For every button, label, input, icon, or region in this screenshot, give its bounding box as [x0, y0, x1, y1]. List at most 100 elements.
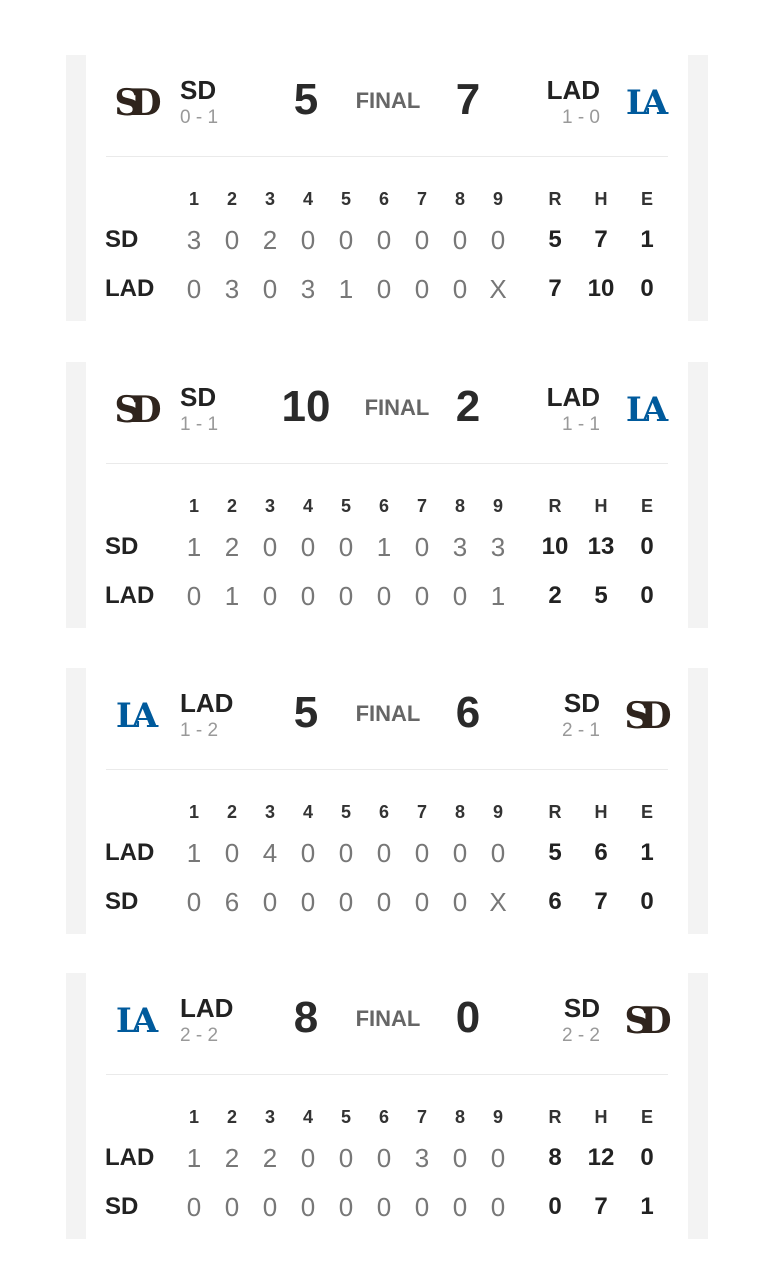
- inning-runs: 1: [490, 581, 506, 611]
- inning-runs: 2: [262, 1143, 278, 1173]
- inning-runs: 1: [186, 532, 202, 562]
- inning-runs: 3: [186, 225, 202, 255]
- line-total: 6: [548, 888, 562, 915]
- line-total: 1: [640, 839, 654, 866]
- inning-header: 8: [454, 1107, 465, 1127]
- inning-runs: 6: [224, 887, 240, 917]
- inning-runs: 0: [452, 887, 468, 917]
- inning-runs: 0: [490, 1143, 506, 1173]
- inning-runs: 0: [452, 225, 468, 255]
- home-score: 0: [455, 993, 481, 1042]
- inning-runs: 2: [262, 225, 278, 255]
- inning-runs: 0: [338, 1192, 354, 1222]
- inning-header: 8: [454, 496, 465, 516]
- inning-runs: 0: [224, 838, 240, 868]
- inning-runs: 1: [186, 1143, 202, 1173]
- line-total: 7: [594, 1193, 608, 1220]
- line-total: 6: [594, 839, 608, 866]
- home-team-abbr: LAD: [546, 382, 600, 412]
- inning-header: 4: [302, 189, 313, 209]
- home-team-abbr: SD: [563, 993, 600, 1023]
- line-team: LAD: [105, 275, 155, 302]
- inning-runs: 3: [490, 532, 506, 562]
- inning-runs: 0: [300, 532, 316, 562]
- home-team-record: 2 - 2: [561, 1025, 600, 1046]
- game-card[interactable]: LA SD LAD 2 - 2 SD 2 - 2 8 FINAL 0 1 2 3 4 5 6 7 8 9 R H E LA…: [66, 973, 708, 1239]
- divider: [106, 156, 668, 157]
- home-score: 6: [455, 688, 481, 737]
- game-status: FINAL: [355, 1006, 421, 1031]
- total-header: H: [594, 496, 608, 516]
- total-header: R: [548, 496, 562, 516]
- game-status: FINAL: [355, 88, 421, 113]
- game-status: FINAL: [355, 701, 421, 726]
- inning-runs: 0: [452, 274, 468, 304]
- inning-header: 7: [416, 496, 427, 516]
- dodgers-logo: LA: [625, 390, 668, 430]
- inning-runs: 0: [376, 838, 392, 868]
- line-total: 1: [640, 1193, 654, 1220]
- inning-header: 9: [492, 496, 503, 516]
- inning-header: 1: [188, 1107, 199, 1127]
- inning-runs: 0: [452, 1192, 468, 1222]
- inning-header: 5: [340, 1107, 351, 1127]
- line-total: 8: [548, 1144, 562, 1171]
- inning-runs: 0: [300, 1143, 316, 1173]
- away-team-record: 0 - 1: [180, 107, 219, 128]
- inning-runs: 0: [300, 838, 316, 868]
- inning-header: 9: [492, 189, 503, 209]
- total-header: R: [548, 189, 562, 209]
- game-card[interactable]: SD LA SD 1 - 1 LAD 1 - 1 10 FINAL 2 1 2 3 4 5 6 7 8 9 R H E S…: [66, 362, 708, 628]
- line-total: 2: [548, 582, 562, 609]
- total-header: E: [640, 1107, 653, 1127]
- inning-runs: 3: [452, 532, 468, 562]
- inning-runs: 0: [376, 581, 392, 611]
- inning-runs: 0: [376, 1143, 392, 1173]
- line-team: SD: [105, 888, 139, 915]
- away-team-abbr: LAD: [180, 993, 234, 1023]
- line-total: 0: [640, 1144, 654, 1171]
- inning-runs: 0: [262, 1192, 278, 1222]
- line-team: LAD: [105, 582, 155, 609]
- home-team-record: 1 - 1: [561, 414, 600, 435]
- inning-runs: 0: [224, 1192, 240, 1222]
- line-team: SD: [105, 533, 139, 560]
- inning-header: 4: [302, 1107, 313, 1127]
- inning-runs: X: [489, 274, 507, 304]
- inning-header: 8: [454, 802, 465, 822]
- line-total: 0: [548, 1193, 562, 1220]
- inning-runs: 0: [300, 581, 316, 611]
- inning-header: 3: [264, 189, 275, 209]
- inning-header: 3: [264, 496, 275, 516]
- inning-runs: 0: [414, 838, 430, 868]
- inning-header: 1: [188, 802, 199, 822]
- inning-runs: X: [489, 887, 507, 917]
- away-score: 5: [293, 688, 319, 737]
- inning-runs: 0: [262, 532, 278, 562]
- dodgers-logo: LA: [115, 1001, 158, 1041]
- inning-header: 1: [188, 496, 199, 516]
- inning-header: 2: [226, 189, 237, 209]
- line-total: 13: [587, 533, 615, 560]
- inning-runs: 0: [186, 887, 202, 917]
- home-team-abbr: SD: [563, 688, 600, 718]
- inning-runs: 0: [452, 1143, 468, 1173]
- home-team-record: 1 - 0: [561, 107, 600, 128]
- game-card[interactable]: SD LA SD 0 - 1 LAD 1 - 0 5 FINAL 7 1 2 3 4 5 6 7 8 9 R H E SD…: [66, 55, 708, 321]
- line-total: 10: [541, 533, 569, 560]
- inning-runs: 0: [414, 274, 430, 304]
- inning-header: 2: [226, 1107, 237, 1127]
- home-score: 2: [455, 382, 481, 431]
- line-team: LAD: [105, 839, 155, 866]
- padres-logo: SD: [114, 389, 161, 431]
- line-total: 10: [587, 275, 615, 302]
- divider: [106, 769, 668, 770]
- inning-runs: 0: [186, 274, 202, 304]
- line-total: 0: [640, 888, 654, 915]
- inning-header: 6: [378, 189, 389, 209]
- line-total: 7: [594, 888, 608, 915]
- inning-header: 2: [226, 802, 237, 822]
- line-team: LAD: [105, 1144, 155, 1171]
- divider: [106, 1074, 668, 1075]
- game-card[interactable]: LA SD LAD 1 - 2 SD 2 - 1 5 FINAL 6 1 2 3 4 5 6 7 8 9 R H E LA…: [66, 668, 708, 934]
